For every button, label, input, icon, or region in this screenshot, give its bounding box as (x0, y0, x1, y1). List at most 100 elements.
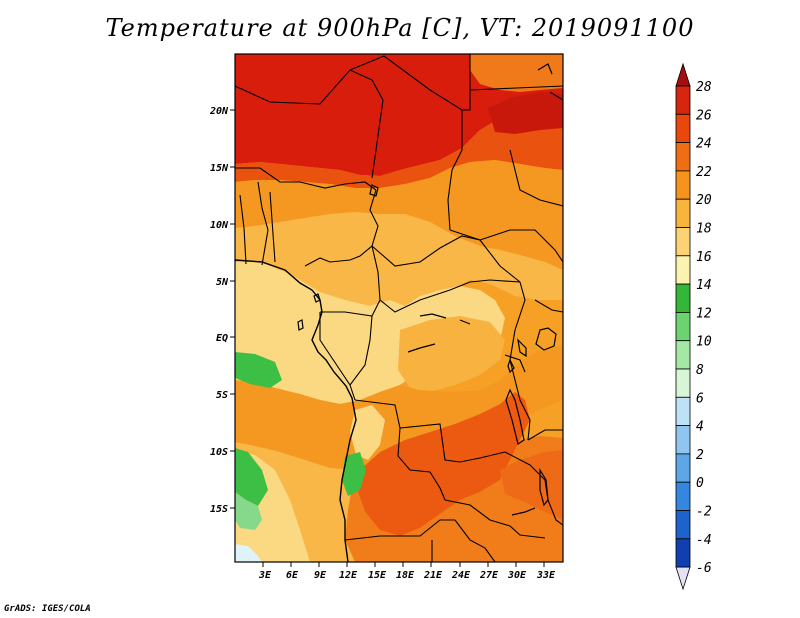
lon-label-27e: 27E (479, 570, 499, 581)
border-mozambique (547, 499, 563, 526)
border-nigeria-cameroon (304, 189, 379, 267)
zone-26-south (358, 392, 530, 536)
lake-malawi (539, 467, 549, 507)
border-rwanda (504, 354, 526, 373)
lon-label-33e: 33E (536, 570, 556, 581)
plot-frame (234, 53, 564, 563)
border-south-sudan (479, 229, 563, 263)
colorbar-label: 10 (696, 335, 712, 350)
colorbar-segment (675, 255, 691, 285)
border-uganda-kenya (534, 299, 563, 313)
congo-river (407, 343, 436, 353)
lat-label-5n: 5N (216, 277, 229, 288)
colorbar-label: 24 (696, 137, 712, 152)
border-libya-chad (349, 54, 471, 111)
lake-tanganyika (505, 388, 525, 445)
colorbar-label: 22 (696, 165, 712, 180)
zone-20-congo (398, 316, 505, 392)
map-title: Temperature at 900hPa [C], VT: 201909110… (105, 14, 695, 42)
border-benin (257, 181, 269, 266)
lat-label-20n: 20N (209, 106, 229, 117)
colorbar-label: 2 (696, 448, 704, 463)
zone-26-southeast (500, 450, 563, 520)
zone-22-south (235, 345, 563, 470)
colorbar-segment (675, 510, 691, 540)
lat-label-eq: EQ (216, 333, 228, 344)
colorbar-bottom-arrow (675, 566, 691, 591)
border-drc-angola (354, 399, 506, 463)
border-togo (239, 194, 247, 265)
border-cameroon-congo (320, 299, 381, 317)
border-congo-drc (349, 315, 373, 401)
lon-axis (262, 562, 545, 567)
border-gabon (319, 312, 351, 386)
colorbar-label: 8 (696, 363, 704, 378)
colorbar-label: 20 (696, 193, 712, 208)
colorbar-segment (675, 453, 691, 483)
zone-28-east-pocket (488, 92, 563, 134)
colorbar-segment (675, 425, 691, 455)
colorbar-label: 4 (696, 420, 704, 435)
colorbar-label: 14 (696, 278, 712, 293)
lat-label-10n: 10N (210, 220, 229, 231)
island-bioko (313, 293, 321, 303)
river-fragment-2 (459, 319, 471, 325)
lon-label-3e: 3E (258, 570, 272, 581)
zone-10-corner (235, 544, 262, 562)
border-car-sudan (449, 229, 521, 283)
lake-kariba (511, 507, 536, 516)
lake-kivu (507, 358, 515, 374)
colorbar-label: -6 (696, 561, 712, 576)
border-benin-nigeria (269, 191, 276, 263)
lake-albert (517, 338, 527, 358)
river-fragment-1 (419, 313, 447, 319)
lon-label-6e: 6E (286, 570, 299, 581)
lon-label-24e: 24E (451, 570, 471, 581)
colorbar-segment (675, 113, 691, 144)
zone-20-central (235, 212, 563, 312)
lat-axis (230, 109, 235, 509)
lat-label-15n: 15N (210, 163, 229, 174)
zone-22-north (235, 160, 563, 270)
lon-label-15e: 15E (368, 570, 387, 581)
zone-24-ne (470, 54, 563, 92)
border-red-sea (549, 91, 563, 101)
lon-label-21e: 21E (423, 570, 443, 581)
lon-label-9e: 9E (314, 570, 327, 581)
colorbar-segment (675, 142, 691, 172)
lon-label-30e: 30E (507, 570, 527, 581)
colorbar-segment (675, 170, 691, 200)
coastline-west-africa (235, 259, 357, 562)
nile-fragment (537, 63, 553, 75)
lon-labels: 3E 6E 9E 12E 15E 18E 21E 24E 27E 30E 33E (258, 570, 556, 581)
colorbar-label: 6 (696, 391, 704, 406)
grads-credit: GrADS: IGES/COLA (4, 604, 91, 614)
border-car-south (371, 245, 521, 313)
lat-labels: 20N 15N 10N 5N EQ 5S 10S 15S (209, 106, 229, 515)
border-angola-namibia (344, 519, 455, 541)
border-algeria-niger (235, 69, 384, 179)
zone-18-west (235, 262, 505, 404)
border-ethiopia (509, 149, 563, 207)
lon-label-12e: 12E (339, 570, 358, 581)
colorbar-segment (675, 368, 691, 398)
zone-28-north (235, 54, 563, 176)
colorbar-label: -2 (696, 505, 712, 520)
island-sao-tome (297, 319, 304, 331)
border-niger-nigeria (235, 167, 377, 191)
colorbar-top-arrow (675, 62, 691, 87)
zone-18-angola (350, 405, 385, 460)
colorbar-segment (675, 538, 691, 568)
lat-label-15s: 15S (210, 504, 228, 515)
colorbar-label: -4 (696, 533, 712, 548)
colorbar-label: 12 (696, 306, 712, 321)
temperature-field (235, 54, 563, 562)
border-angola-zambia (397, 427, 446, 501)
border-namibia-botswana (454, 519, 496, 562)
zone-14-namibia-coast (235, 448, 268, 506)
political-borders (235, 54, 563, 562)
border-chad-sudan (447, 110, 463, 231)
colorbar-segment (675, 396, 691, 426)
